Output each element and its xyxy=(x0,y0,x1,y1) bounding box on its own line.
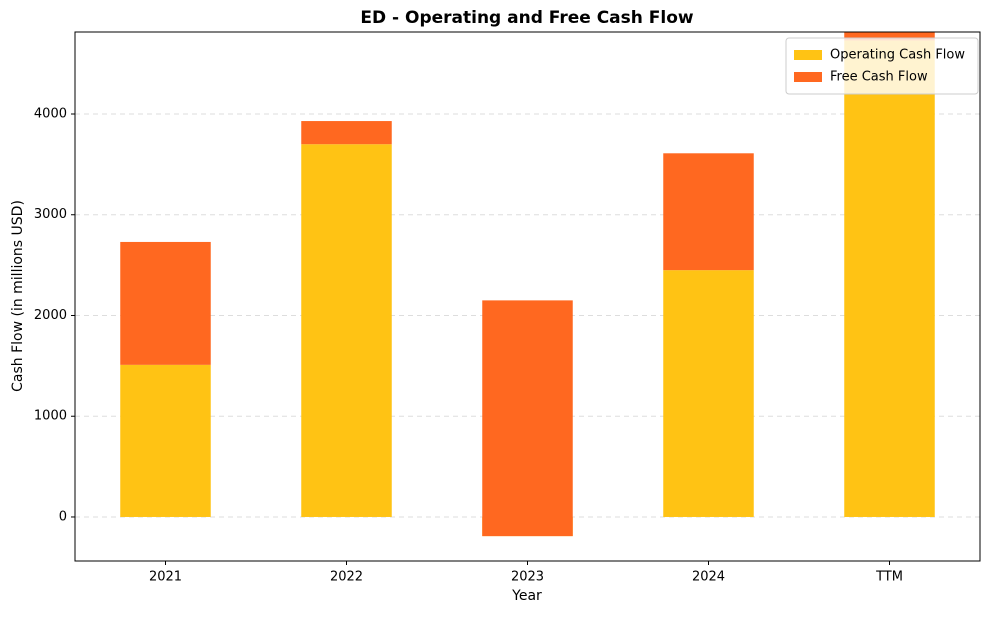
bar-segment xyxy=(663,270,754,517)
x-tick-label: 2024 xyxy=(692,570,725,585)
x-axis-label: Year xyxy=(511,588,542,604)
x-tick-label: TTM xyxy=(875,570,903,585)
bar-segment xyxy=(482,300,573,537)
legend-label: Operating Cash Flow xyxy=(830,48,965,63)
y-tick-label: 3000 xyxy=(34,207,67,222)
y-tick-label: 4000 xyxy=(34,107,67,122)
legend-box xyxy=(785,37,979,95)
y-tick-label: 0 xyxy=(59,509,67,524)
bar-segment xyxy=(120,364,211,517)
y-axis-label: Cash Flow (in millions USD) xyxy=(10,200,26,392)
legend-swatch xyxy=(794,72,822,82)
chart-title: ED - Operating and Free Cash Flow xyxy=(360,8,694,28)
bar-segment xyxy=(844,40,935,517)
x-tick-label: 2021 xyxy=(149,570,182,585)
bar-segment xyxy=(301,121,392,145)
bar-segment xyxy=(120,241,211,365)
bars xyxy=(120,32,935,537)
y-tick-label: 2000 xyxy=(34,308,67,323)
y-tick-label: 1000 xyxy=(34,409,67,424)
legend: Operating Cash Flow Free Cash Flow xyxy=(785,37,979,95)
x-tick-label: 2023 xyxy=(511,570,544,585)
legend-label: Free Cash Flow xyxy=(830,70,928,85)
bar-segment xyxy=(663,153,754,271)
bar-segment xyxy=(301,144,392,517)
bar-segment xyxy=(844,32,935,41)
x-tick-label: 2022 xyxy=(330,570,363,585)
legend-swatch xyxy=(794,50,822,60)
